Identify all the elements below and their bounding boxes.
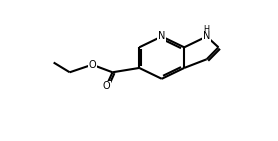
Text: N: N	[158, 31, 165, 41]
Text: O: O	[102, 81, 110, 91]
Text: H: H	[203, 25, 210, 34]
Text: O: O	[88, 60, 96, 70]
Text: N: N	[203, 31, 210, 41]
